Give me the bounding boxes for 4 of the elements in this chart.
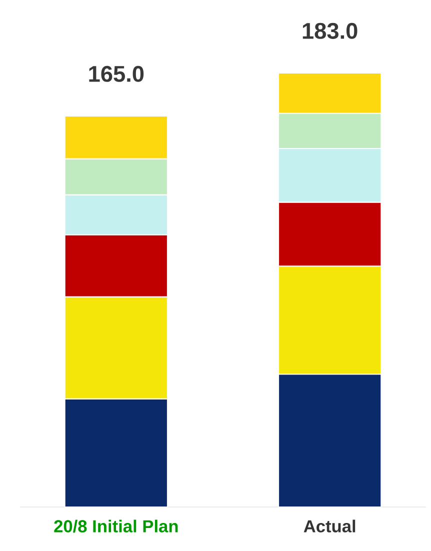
annotation: 165.0	[89, 66, 144, 82]
annotation: 183.0	[302, 22, 358, 39]
x-tick-label: Actual	[304, 520, 356, 532]
x-tick-label: 20/8 Initial Plan	[54, 520, 178, 533]
